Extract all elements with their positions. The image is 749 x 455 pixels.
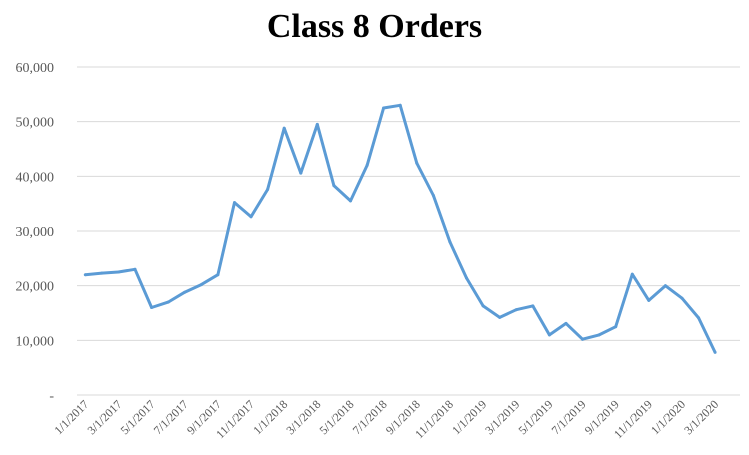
data-point xyxy=(713,350,717,354)
data-point xyxy=(133,267,137,271)
y-tick-label: 40,000 xyxy=(16,170,55,185)
data-point xyxy=(249,215,253,219)
data-points xyxy=(83,103,717,354)
series-line xyxy=(85,103,717,354)
x-tick-label: 3/1/2020 xyxy=(681,397,721,437)
data-point xyxy=(382,106,386,110)
data-point xyxy=(216,273,220,277)
x-tick-label: 7/1/2017 xyxy=(151,397,191,437)
x-tick-label: 3/1/2019 xyxy=(482,397,522,437)
data-point xyxy=(547,333,551,337)
x-tick-label: 5/1/2019 xyxy=(515,397,555,437)
chart-title: Class 8 Orders xyxy=(266,8,483,45)
data-point xyxy=(199,283,203,287)
data-point xyxy=(83,273,87,277)
x-tick-label: 7/1/2018 xyxy=(350,397,390,437)
data-point xyxy=(150,306,154,309)
data-point xyxy=(630,272,634,276)
x-tick-label: 1/1/2020 xyxy=(648,397,688,437)
y-tick-label: 30,000 xyxy=(16,225,55,240)
x-tick-label: 1/1/2018 xyxy=(250,397,290,437)
data-point xyxy=(498,315,502,319)
y-axis-tick-labels: - 10,000 20,000 30,000 40,000 50,000 60,000 xyxy=(16,61,55,404)
y-tick-label: - xyxy=(49,389,54,404)
data-point xyxy=(597,333,601,337)
data-point xyxy=(448,240,452,244)
data-point xyxy=(332,184,336,188)
data-point xyxy=(100,271,104,275)
y-tick-label: 60,000 xyxy=(16,61,55,76)
data-point xyxy=(531,304,535,308)
data-point xyxy=(349,199,352,203)
y-tick-label: 10,000 xyxy=(16,334,55,349)
data-point xyxy=(663,284,667,288)
data-point xyxy=(183,290,187,294)
data-point xyxy=(614,325,618,329)
x-axis-tick-labels: 1/1/20173/1/20175/1/20177/1/20179/1/2017… xyxy=(51,397,721,441)
data-point xyxy=(233,201,236,205)
x-tick-label: 1/1/2019 xyxy=(449,397,489,437)
data-point xyxy=(398,103,402,107)
data-point xyxy=(282,126,286,130)
x-tick-label: 5/1/2017 xyxy=(118,397,158,437)
x-tick-label: 5/1/2018 xyxy=(317,397,357,437)
data-point xyxy=(116,270,120,274)
x-tick-label: 1/1/2017 xyxy=(51,397,91,437)
x-tick-label: 7/1/2019 xyxy=(549,397,589,437)
data-point xyxy=(299,171,303,175)
data-point xyxy=(697,316,701,320)
data-point xyxy=(481,304,485,308)
data-point xyxy=(365,163,369,167)
data-point xyxy=(415,161,419,165)
data-point xyxy=(581,337,584,341)
y-tick-label: 20,000 xyxy=(16,280,55,295)
data-point xyxy=(431,194,435,197)
gridlines xyxy=(77,66,740,341)
y-tick-label: 50,000 xyxy=(16,116,55,131)
data-point xyxy=(266,188,270,191)
data-point xyxy=(680,296,684,300)
x-tick-label: 3/1/2018 xyxy=(283,397,323,437)
data-point xyxy=(465,276,468,280)
data-point xyxy=(514,308,518,312)
data-point xyxy=(647,298,651,302)
data-point xyxy=(166,300,170,304)
x-tick-label: 3/1/2017 xyxy=(84,397,124,437)
data-point xyxy=(564,321,568,325)
data-point xyxy=(315,122,319,126)
